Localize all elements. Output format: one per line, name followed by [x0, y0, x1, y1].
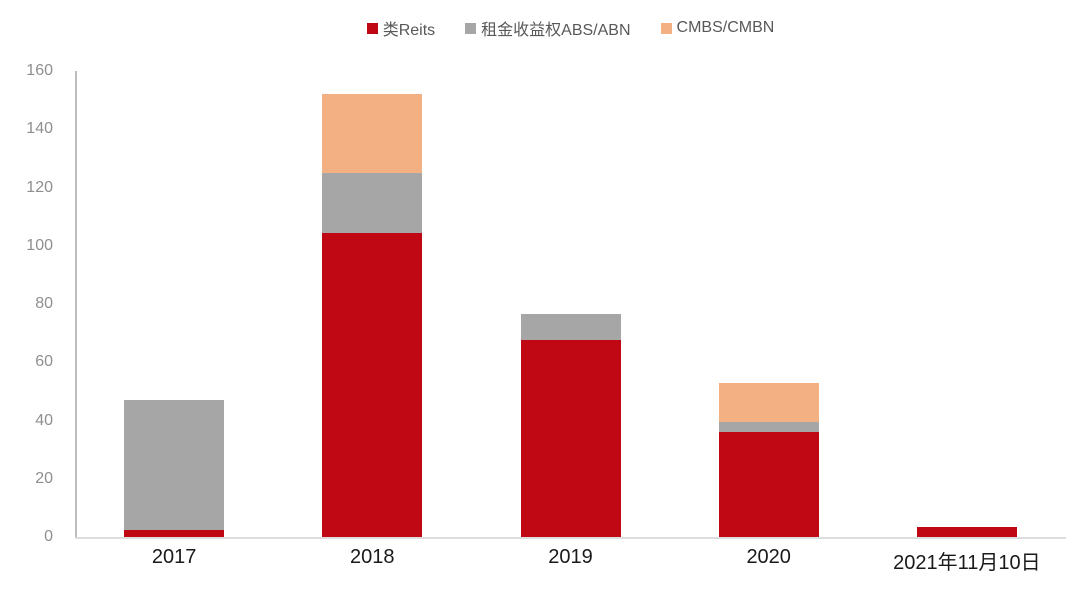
chart-legend: 类Reits 租金收益权ABS/ABN CMBS/CMBN — [75, 16, 1066, 40]
plot-area — [75, 71, 1066, 539]
y-tick-label: 0 — [44, 528, 53, 545]
bar-2020 — [718, 382, 819, 537]
legend-item: 租金收益权ABS/ABN — [465, 16, 631, 40]
y-tick-label: 100 — [26, 236, 53, 254]
y-tick-label: 120 — [26, 178, 53, 196]
y-axis-tick-labels: 0 20 40 60 80 100 120 140 160 — [0, 63, 53, 545]
legend-item: CMBS/CMBN — [660, 19, 775, 37]
bar-2018 — [322, 94, 423, 537]
x-axis-label: 2017 — [151, 546, 197, 568]
x-axis-labels: 2017 2018 2019 2020 2021年11月10日 — [75, 546, 1066, 576]
y-axis-line — [75, 71, 77, 537]
bar-segment-类Reits — [916, 526, 1017, 537]
legend-swatch-icon — [465, 22, 477, 34]
bar-segment-CMBS/CMBN — [718, 382, 819, 422]
bar-segment-租金收益权ABS/ABN — [718, 421, 819, 433]
y-tick-label: 40 — [35, 411, 53, 429]
x-axis-label: 2018 — [350, 546, 395, 568]
bar-2019 — [520, 314, 621, 537]
bar-segment-租金收益权ABS/ABN — [520, 314, 621, 341]
bar-segment-类Reits — [322, 232, 423, 537]
bar-segment-类Reits — [124, 529, 225, 537]
x-axis-label: 2021年11月10日 — [893, 552, 1041, 574]
legend-swatch-icon — [660, 22, 672, 34]
bar-2017 — [124, 400, 225, 537]
y-tick-label: 20 — [35, 469, 53, 487]
legend-swatch-icon — [366, 22, 378, 34]
y-tick-label: 80 — [35, 295, 53, 312]
legend-label: 租金收益权ABS/ABN — [481, 22, 631, 39]
x-axis-label: 2019 — [548, 546, 593, 568]
bar-segment-CMBS/CMBN — [322, 94, 423, 173]
bar-segment-类Reits — [520, 340, 621, 537]
y-tick-label: 160 — [26, 62, 53, 79]
legend-label: 类Reits — [382, 22, 436, 39]
legend-label: CMBS/CMBN — [676, 19, 775, 36]
x-axis-label: 2020 — [746, 546, 791, 568]
y-tick-label: 140 — [26, 120, 53, 138]
bars-layer — [75, 71, 1066, 537]
x-axis-line — [75, 537, 1066, 539]
y-tick-label: 60 — [35, 353, 53, 371]
bar-2021年11月10日 — [916, 526, 1017, 537]
bar-segment-租金收益权ABS/ABN — [322, 172, 423, 233]
bar-segment-租金收益权ABS/ABN — [124, 400, 225, 530]
bar-segment-类Reits — [718, 432, 819, 537]
legend-item: 类Reits — [366, 16, 436, 40]
